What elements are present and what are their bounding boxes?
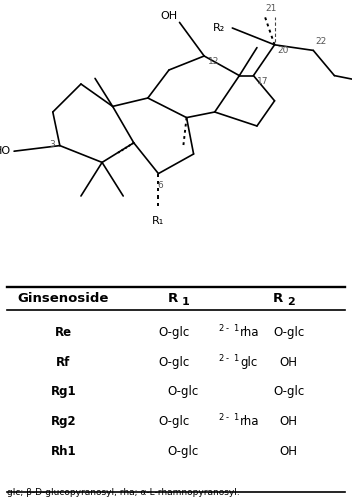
Text: Rf: Rf [56,356,70,369]
Text: 2: 2 [218,413,224,422]
Text: 1: 1 [181,297,189,307]
Text: O-glc: O-glc [273,326,304,340]
Text: O-glc: O-glc [158,356,190,369]
Text: 2: 2 [218,354,224,363]
Text: 2: 2 [218,324,224,333]
Text: Rg2: Rg2 [51,415,76,428]
Text: 1: 1 [233,354,238,363]
Text: 3: 3 [49,140,55,148]
Text: Rh1: Rh1 [51,444,76,458]
Text: 6: 6 [157,180,163,190]
Text: 2: 2 [287,297,295,307]
Text: glc; β-D-glucopyranosyl, rha; α-L-rhamnopyranosyl.: glc; β-D-glucopyranosyl, rha; α-L-rhamno… [7,488,240,498]
Text: O-glc: O-glc [168,444,199,458]
Text: rha: rha [240,326,259,340]
Text: O-glc: O-glc [158,326,190,340]
Text: OH: OH [279,356,298,369]
Text: glc: glc [240,356,257,369]
Text: 17: 17 [257,77,269,86]
Text: R₁: R₁ [152,216,164,226]
Text: R: R [168,292,178,305]
Text: OH: OH [161,11,178,21]
Text: 1: 1 [233,413,238,422]
Text: Ginsenoside: Ginsenoside [18,292,109,305]
Text: HO: HO [0,146,11,156]
Text: O-glc: O-glc [168,386,199,398]
Text: rha: rha [240,415,259,428]
Text: O-glc: O-glc [273,386,304,398]
Text: Rg1: Rg1 [51,386,76,398]
Text: 22: 22 [315,37,326,46]
Text: R₂: R₂ [213,23,225,33]
Text: -: - [226,413,229,422]
Text: 1: 1 [233,324,238,333]
Text: 20: 20 [277,46,289,55]
Text: 12: 12 [208,58,219,66]
Text: 21: 21 [266,4,277,13]
Text: R: R [273,292,283,305]
Text: Re: Re [55,326,72,340]
Text: -: - [226,354,229,363]
Text: OH: OH [279,415,298,428]
Text: O-glc: O-glc [158,415,190,428]
Text: -: - [226,324,229,333]
Text: OH: OH [279,444,298,458]
